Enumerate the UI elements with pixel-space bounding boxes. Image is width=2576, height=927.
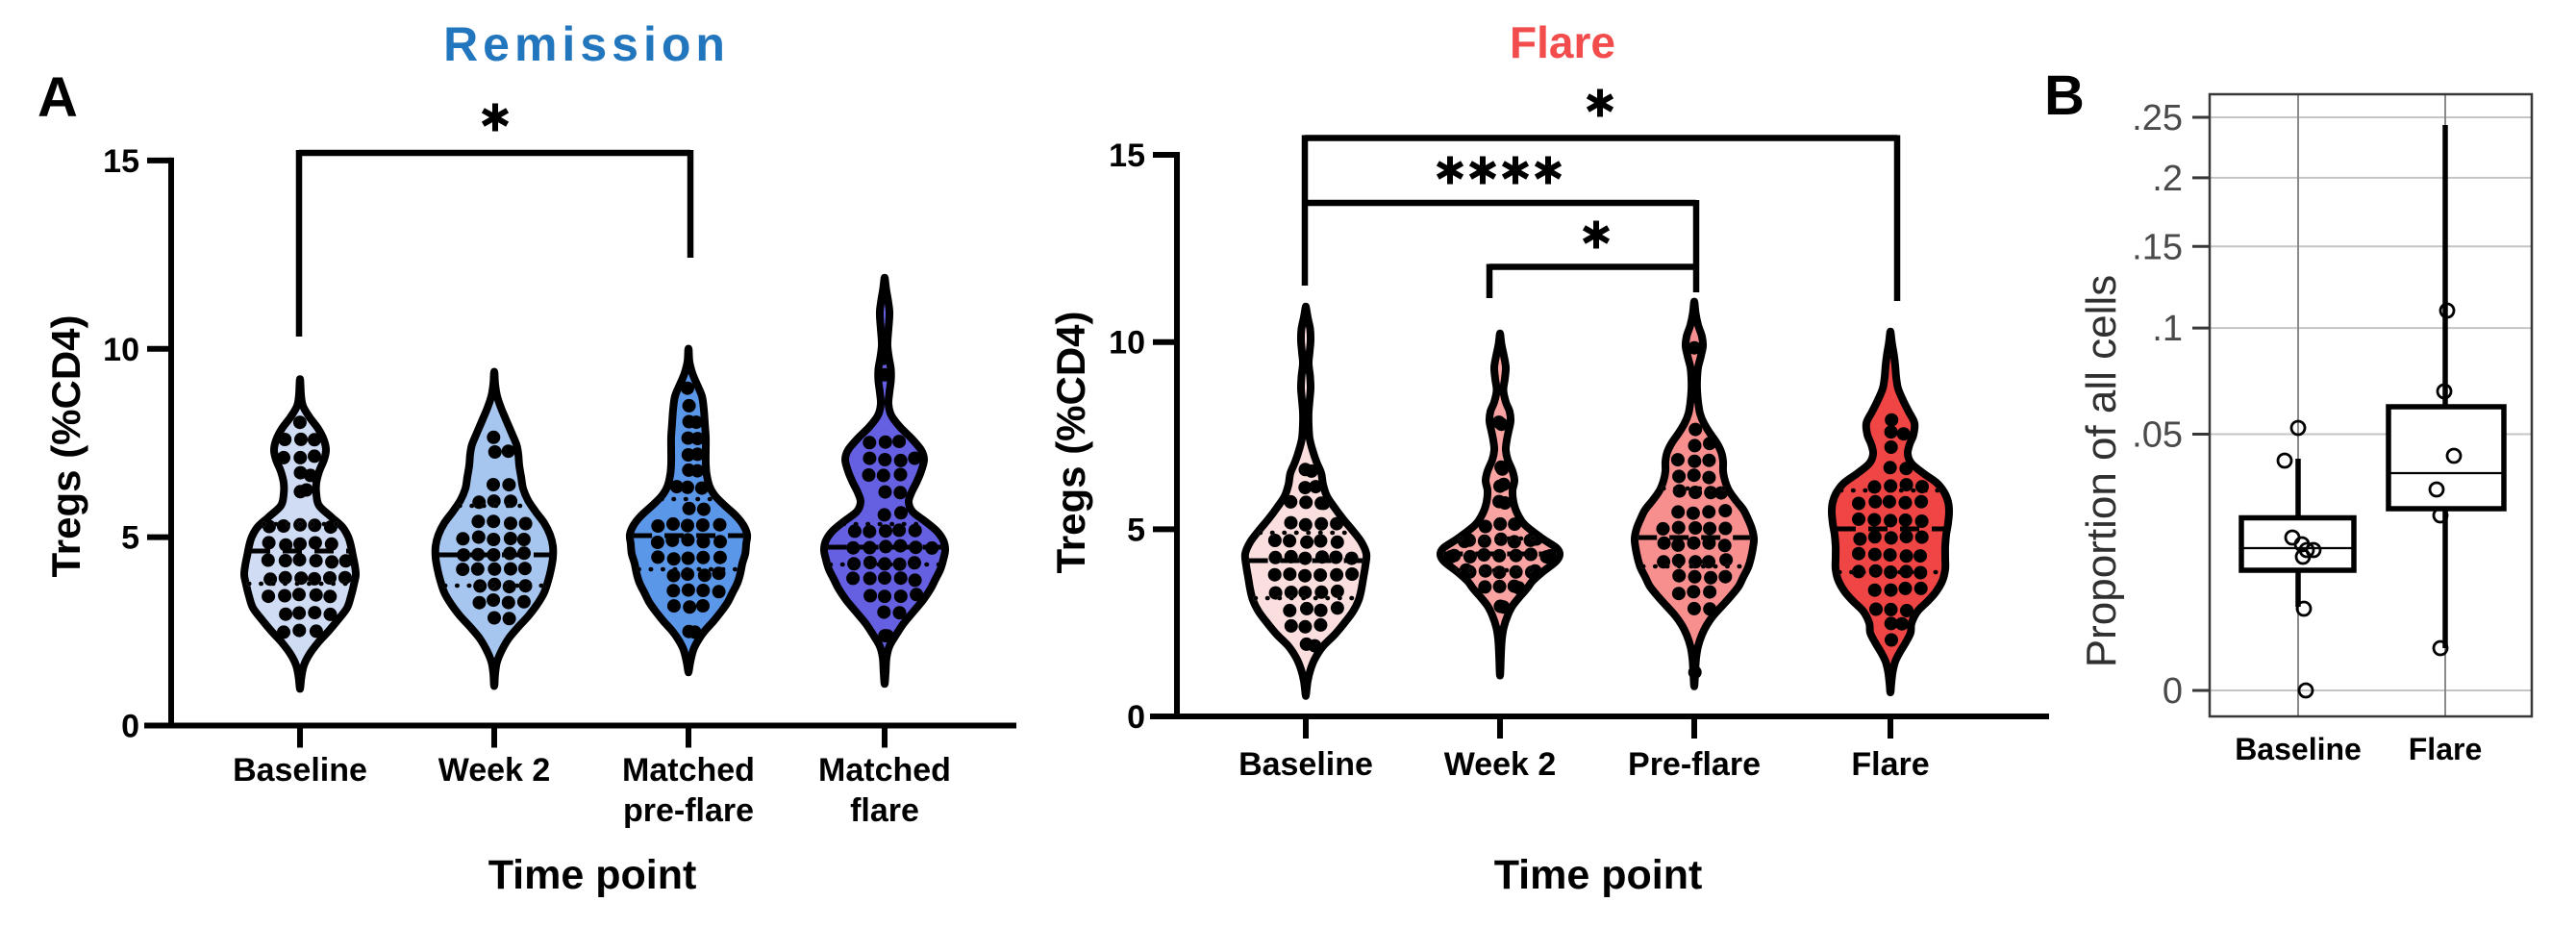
svg-text:Time point: Time point <box>488 852 697 898</box>
svg-text:Proportion of all cells: Proportion of all cells <box>2078 275 2125 667</box>
svg-text:10: 10 <box>103 332 139 368</box>
svg-text:Pre-flare: Pre-flare <box>1628 746 1761 783</box>
svg-text:15: 15 <box>1109 138 1145 174</box>
svg-text:0: 0 <box>1127 699 1145 736</box>
svg-text:Flare: Flare <box>2409 732 2482 766</box>
svg-text:Matched: Matched <box>818 752 951 789</box>
svg-text:.15: .15 <box>2132 227 2183 267</box>
svg-text:B: B <box>2044 64 2085 127</box>
svg-text:A: A <box>38 66 78 129</box>
svg-text:Baseline: Baseline <box>233 752 367 789</box>
svg-text:.05: .05 <box>2132 414 2183 455</box>
svg-text:Week 2: Week 2 <box>438 752 551 789</box>
svg-text:Remission: Remission <box>443 17 730 71</box>
svg-text:0: 0 <box>2163 671 2183 712</box>
svg-text:Flare: Flare <box>1510 17 1615 67</box>
svg-text:Baseline: Baseline <box>1238 746 1373 783</box>
svg-text:Time point: Time point <box>1494 852 1703 898</box>
svg-text:.2: .2 <box>2152 159 2183 199</box>
svg-text:15: 15 <box>103 143 139 180</box>
svg-text:Flare: Flare <box>1851 746 1929 783</box>
svg-text:5: 5 <box>121 520 139 557</box>
svg-text:0: 0 <box>121 709 139 745</box>
svg-text:Matched: Matched <box>622 752 755 789</box>
svg-text:5: 5 <box>1127 512 1145 548</box>
svg-text:Baseline: Baseline <box>2235 732 2362 766</box>
svg-text:10: 10 <box>1109 325 1145 362</box>
svg-text:Tregs (%CD4): Tregs (%CD4) <box>1048 311 1093 573</box>
svg-text:.25: .25 <box>2132 98 2183 138</box>
svg-text:Tregs (%CD4): Tregs (%CD4) <box>43 314 88 577</box>
svg-text:.1: .1 <box>2152 309 2183 349</box>
svg-text:flare: flare <box>850 792 919 829</box>
svg-text:Week 2: Week 2 <box>1444 746 1557 783</box>
svg-text:pre-flare: pre-flare <box>623 792 754 829</box>
